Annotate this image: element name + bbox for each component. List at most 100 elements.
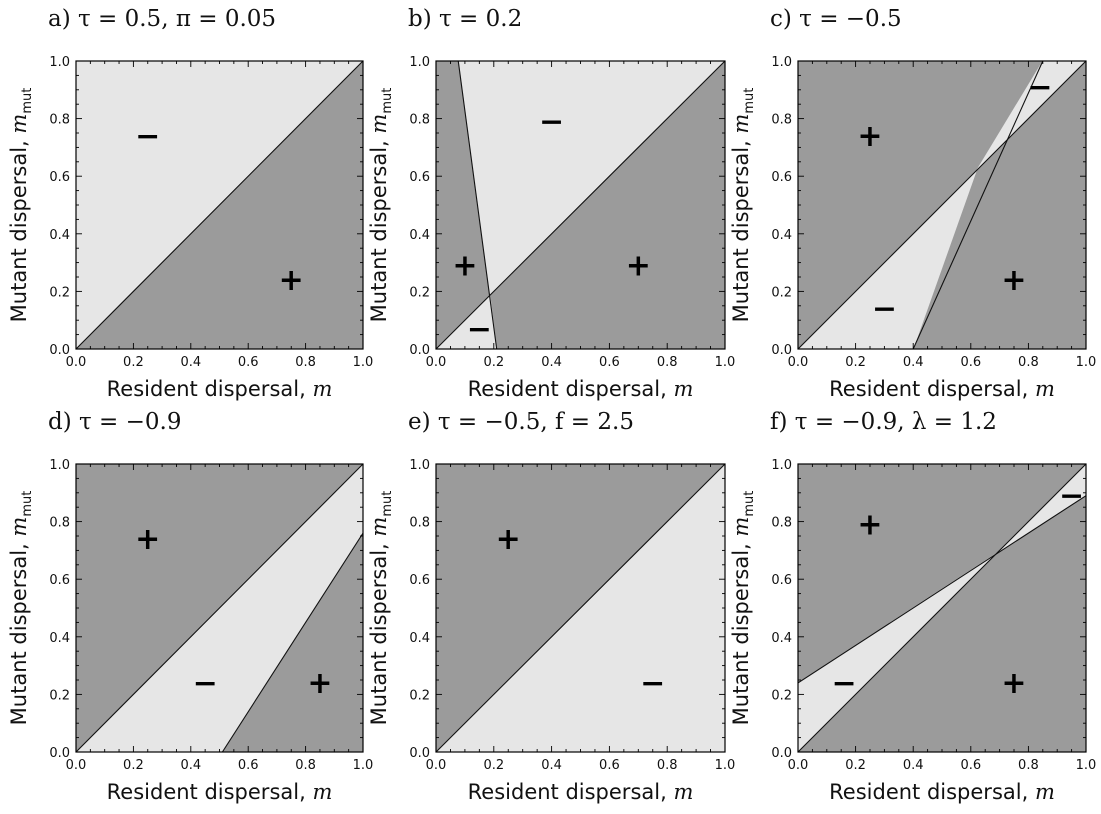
plot-area [436,61,725,349]
x-tick-label: 0.8 [1018,355,1039,370]
minus-sign: − [832,666,857,701]
y-axis-label: Mutant dispersal, mmut [729,491,757,726]
x-tick-label: 0.2 [845,355,866,370]
y-tick-label: 0.2 [409,688,430,703]
plot-area [76,464,363,752]
y-axis-label: Mutant dispersal, mmut [367,88,395,323]
x-tick-label: 0.4 [180,355,201,370]
plus-sign: + [1001,666,1026,701]
plus-sign: + [135,522,160,557]
y-tick-label: 0.0 [771,343,792,358]
minus-sign: − [467,312,492,347]
x-tick-label: 1.0 [1076,758,1097,773]
minus-sign: − [872,292,897,327]
x-tick-label: 0.8 [657,758,678,773]
panel-title: e) τ = −0.5, f = 2.5 [408,409,634,435]
plus-sign: + [496,522,521,557]
y-tick-label: 0.4 [409,631,430,646]
panel-d: d) τ = −0.9 0.00.0 0.2 0.2 0.4 0.4 0.6 0.6 0.8 0.… [7,409,373,804]
plus-sign: + [626,248,651,283]
x-tick-label: 0.0 [788,355,809,370]
x-tick-label: 0.2 [845,758,866,773]
boundary-line [436,61,725,349]
y-tick-label: 1.0 [409,55,430,70]
y-tick-label: 0.8 [409,516,430,531]
panel-title: c) τ = −0.5 [770,6,902,32]
x-tick-label: 1.0 [353,355,374,370]
x-axis-label: Resident dispersal, m [107,377,333,401]
x-tick-label: 0.6 [238,355,259,370]
y-tick-label: 0.8 [49,516,70,531]
x-tick-label: 0.0 [66,758,87,773]
y-tick-label: 0.4 [49,228,70,243]
panel-title: a) τ = 0.5, π = 0.05 [48,6,276,32]
y-tick-label: 0.2 [49,688,70,703]
y-tick-label: 0.4 [409,228,430,243]
y-tick-label: 0.8 [771,113,792,128]
plus-sign: + [1001,263,1026,298]
plus-sign: + [279,263,304,298]
boundary-line [798,464,1086,752]
boundary-line [221,532,363,752]
boundary-line [798,61,1086,349]
y-axis-label: Mutant dispersal, mmut [7,491,35,726]
y-tick-label: 0.6 [409,170,430,185]
y-tick-label: 0.8 [771,516,792,531]
y-tick-label: 0.8 [49,113,70,128]
y-tick-label: 0.0 [49,343,70,358]
y-tick-label: 1.0 [771,458,792,473]
x-tick-label: 0.6 [599,355,620,370]
boundary-line [436,464,725,752]
panel-title: b) τ = 0.2 [408,6,522,32]
y-tick-label: 0.8 [409,113,430,128]
x-tick-label: 1.0 [1076,355,1097,370]
panel-f: f) τ = −0.9, λ = 1.2 0.00.0 0.2 0.2 0.4 0.4 0.… [729,409,1096,804]
x-tick-label: 0.0 [426,355,447,370]
plot-area [436,464,725,752]
x-tick-label: 0.2 [483,758,504,773]
panel-a: a) τ = 0.5, π = 0.05 0.00.0 0.2 0.2 0.4 0.4 0.… [7,6,373,401]
boundary-line [457,61,498,349]
x-tick-label: 0.6 [960,355,981,370]
x-tick-label: 0.8 [295,758,316,773]
panel-c: c) τ = −0.5 0.00.0 0.2 0.2 0.4 0.4 0.6 0.6 0.8 0.… [729,6,1096,401]
plus-sign: + [452,248,477,283]
x-axis-label: Resident dispersal, m [468,377,694,401]
minus-sign: − [539,104,564,139]
x-tick-label: 0.0 [66,355,87,370]
y-axis-label: Mutant dispersal, mmut [7,88,35,323]
x-tick-label: 1.0 [715,758,736,773]
y-tick-label: 0.6 [771,573,792,588]
plus-sign: + [307,666,332,701]
x-tick-label: 0.6 [960,758,981,773]
minus-sign: − [1027,70,1052,105]
boundary-line [76,464,363,752]
y-tick-label: 0.6 [771,170,792,185]
x-axis-label: Resident dispersal, m [468,780,694,804]
x-tick-label: 0.4 [180,758,201,773]
y-tick-label: 0.0 [49,746,70,761]
x-tick-label: 0.4 [903,355,924,370]
minus-sign: − [1059,479,1084,514]
panel-title: f) τ = −0.9, λ = 1.2 [770,409,997,435]
x-tick-label: 0.8 [295,355,316,370]
y-tick-label: 1.0 [771,55,792,70]
y-tick-label: 1.0 [409,458,430,473]
y-axis-label: Mutant dispersal, mmut [729,88,757,323]
y-tick-label: 0.2 [409,285,430,300]
plus-sign: + [857,507,882,542]
y-tick-label: 0.0 [409,343,430,358]
y-tick-label: 1.0 [49,458,70,473]
minus-sign: − [193,666,218,701]
x-tick-label: 0.2 [483,355,504,370]
y-tick-label: 0.0 [771,746,792,761]
y-tick-label: 0.4 [771,631,792,646]
x-tick-label: 0.4 [541,355,562,370]
boundary-line [76,61,363,349]
y-tick-label: 0.2 [49,285,70,300]
x-tick-label: 0.4 [541,758,562,773]
boundary-line [912,61,1044,349]
y-tick-label: 0.0 [409,746,430,761]
x-tick-label: 0.2 [123,758,144,773]
